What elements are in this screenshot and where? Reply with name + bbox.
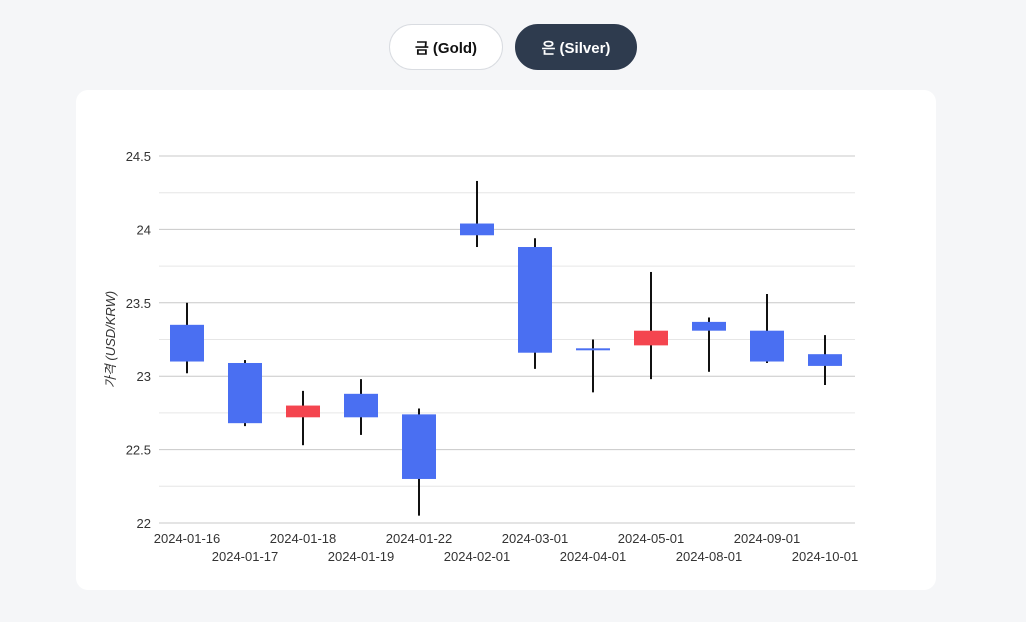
candle-body bbox=[692, 321, 726, 331]
candle[interactable] bbox=[228, 360, 262, 427]
x-tick-label: 2024-09-01 bbox=[734, 531, 801, 546]
x-tick-label: 2024-03-01 bbox=[502, 531, 569, 546]
candle-body bbox=[518, 247, 552, 353]
candle-body bbox=[750, 330, 784, 362]
tab-gold[interactable]: 금 (Gold) bbox=[389, 24, 503, 70]
x-tick-label: 2024-01-18 bbox=[270, 531, 337, 546]
candle[interactable] bbox=[750, 293, 784, 363]
y-axis-ticks: 22 22.5 23 23.5 24 24.5 bbox=[126, 149, 151, 531]
candle-body bbox=[634, 330, 668, 346]
candle[interactable] bbox=[170, 302, 204, 374]
x-tick-label: 2024-04-01 bbox=[560, 549, 627, 564]
y-axis-title: 가격 (USD/KRW) bbox=[103, 291, 118, 388]
candle[interactable] bbox=[344, 379, 378, 435]
x-tick-label: 2024-02-01 bbox=[444, 549, 511, 564]
candle[interactable] bbox=[402, 408, 436, 516]
candlestick-chart: 22 22.5 23 23.5 24 24.5 가격 (USD/KRW) 2024-01-… bbox=[103, 149, 859, 564]
x-tick-label: 2024-05-01 bbox=[618, 531, 685, 546]
candles bbox=[170, 180, 842, 516]
candle[interactable] bbox=[808, 335, 842, 386]
x-tick-label: 2024-01-19 bbox=[328, 549, 395, 564]
candle-body bbox=[402, 414, 436, 479]
candle[interactable] bbox=[286, 390, 320, 446]
y-tick-label: 22.5 bbox=[126, 443, 151, 458]
y-tick-label: 24 bbox=[137, 222, 151, 237]
x-tick-label: 2024-01-22 bbox=[386, 531, 453, 546]
candle-body bbox=[286, 405, 320, 418]
x-tick-label: 2024-08-01 bbox=[676, 549, 743, 564]
commodity-tabs: 금 (Gold) 은 (Silver) bbox=[0, 24, 1026, 70]
x-tick-label: 2024-01-17 bbox=[212, 549, 279, 564]
y-tick-label: 22 bbox=[137, 516, 151, 531]
tab-silver[interactable]: 은 (Silver) bbox=[515, 24, 637, 70]
y-tick-label: 23.5 bbox=[126, 296, 151, 311]
candle-body bbox=[228, 362, 262, 424]
grid-lines bbox=[159, 155, 855, 524]
candle-body bbox=[170, 324, 204, 362]
x-tick-label: 2024-01-16 bbox=[154, 531, 221, 546]
candle-body bbox=[344, 393, 378, 418]
y-tick-label: 24.5 bbox=[126, 149, 151, 164]
candle-body bbox=[460, 223, 494, 236]
candle[interactable] bbox=[576, 339, 610, 393]
candle[interactable] bbox=[460, 180, 494, 248]
x-tick-label: 2024-10-01 bbox=[792, 549, 859, 564]
chart-card: 22 22.5 23 23.5 24 24.5 가격 (USD/KRW) 2024-01-… bbox=[76, 90, 936, 590]
candle-body bbox=[576, 348, 610, 351]
y-tick-label: 23 bbox=[137, 369, 151, 384]
candle-body bbox=[808, 354, 842, 366]
candle[interactable] bbox=[692, 317, 726, 372]
candle[interactable] bbox=[634, 271, 668, 380]
candle[interactable] bbox=[518, 238, 552, 369]
x-axis-ticks: 2024-01-16 2024-01-17 2024-01-18 2024-01-19… bbox=[154, 531, 859, 564]
